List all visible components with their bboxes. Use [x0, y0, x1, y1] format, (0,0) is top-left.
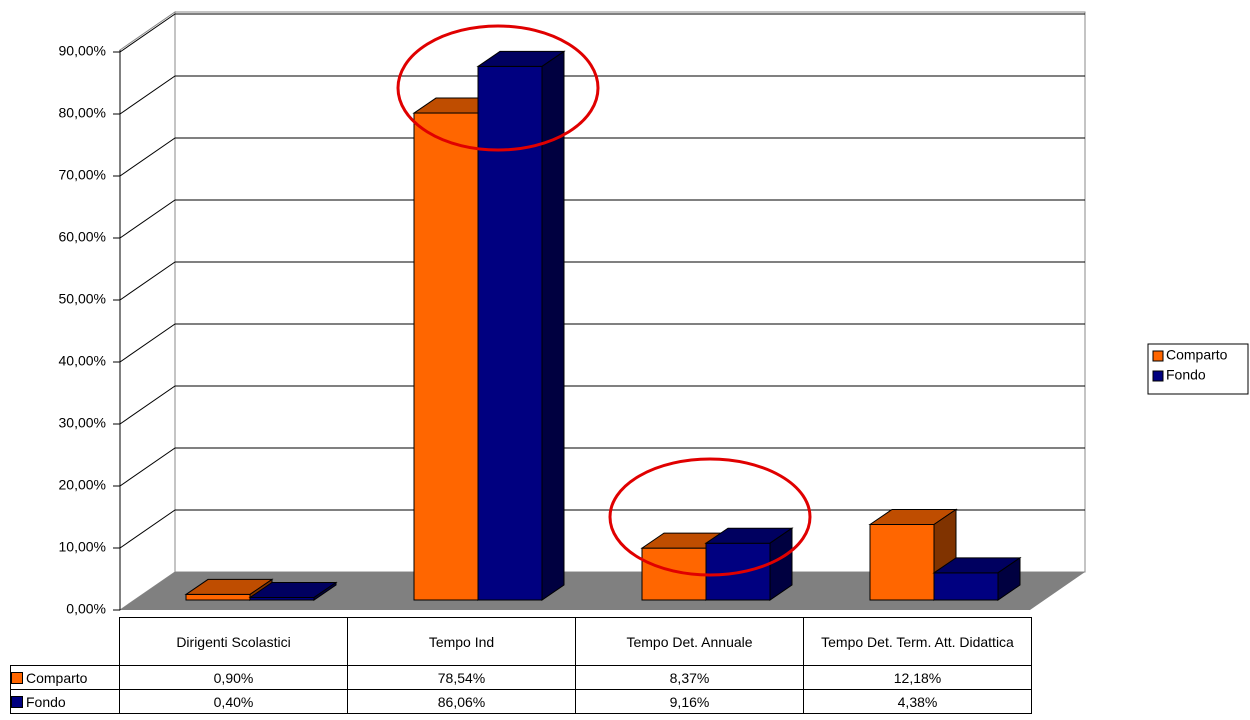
- y-tick-label: 0,00%: [66, 601, 106, 617]
- bar-side: [997, 556, 1021, 601]
- legend-label: Comparto: [26, 669, 88, 686]
- value-label: 86,06%: [347, 689, 576, 714]
- bar: [932, 556, 1022, 601]
- grid: [119, 13, 1085, 549]
- legend: Comparto Fondo: [1147, 343, 1249, 395]
- legend-swatch: [1152, 350, 1164, 362]
- grid-line: [119, 75, 1085, 115]
- data-table: Dirigenti Scolastici Tempo Ind Tempo Det. …: [10, 617, 1032, 714]
- bar-side: [541, 50, 565, 601]
- value-label: 78,54%: [347, 665, 576, 690]
- grid-line: [119, 199, 1085, 239]
- legend-swatch: [11, 695, 23, 708]
- bar-front: [185, 593, 251, 601]
- y-tick-label: 50,00%: [59, 291, 106, 307]
- bar-front: [413, 112, 479, 601]
- table-row-label: Comparto: [10, 665, 120, 690]
- value-label: 0,90%: [119, 665, 348, 690]
- y-tick-label: 40,00%: [59, 353, 106, 369]
- y-tick-label: 70,00%: [59, 167, 106, 183]
- table-row: Comparto 0,90% 78,54% 8,37% 12,18%: [10, 665, 1032, 690]
- x-tick-label: Tempo Ind: [347, 617, 576, 666]
- legend-label: Fondo: [26, 693, 66, 710]
- y-tick-label: 60,00%: [59, 229, 106, 245]
- grid-line: [119, 137, 1085, 177]
- legend-label: Comparto: [1166, 347, 1228, 363]
- legend-swatch: [1152, 370, 1164, 382]
- floor: [120, 572, 1085, 610]
- grid-line: [119, 385, 1085, 425]
- bar-front: [933, 572, 999, 601]
- bar-front: [869, 523, 935, 601]
- x-tick-label: Tempo Det. Annuale: [575, 617, 804, 666]
- value-label: 8,37%: [575, 665, 804, 690]
- table-row: Fondo 0,40% 86,06% 9,16% 4,38%: [10, 689, 1032, 714]
- x-tick-label: Tempo Det. Term. Att. Didattica: [803, 617, 1032, 666]
- table-row-label: Fondo: [10, 689, 120, 714]
- grid-line: [119, 13, 1085, 53]
- legend-swatch: [11, 671, 23, 684]
- table-header-row: Dirigenti Scolastici Tempo Ind Tempo Det. …: [11, 617, 1032, 666]
- bar: [476, 50, 566, 601]
- legend-label: Fondo: [1166, 367, 1206, 383]
- bars: [184, 50, 1022, 601]
- grid-line: [119, 447, 1085, 487]
- x-tick-label: Dirigenti Scolastici: [119, 617, 348, 666]
- bar-side: [769, 527, 793, 601]
- value-label: 4,38%: [803, 689, 1032, 714]
- y-tick-label: 20,00%: [59, 477, 106, 493]
- bar-side: [313, 581, 337, 601]
- highlight-circle: [396, 24, 600, 152]
- highlight-circle: [608, 457, 812, 577]
- legend-box: [1147, 343, 1249, 395]
- grid-line: [119, 509, 1085, 549]
- value-label: 9,16%: [575, 689, 804, 714]
- bar: [704, 527, 794, 601]
- grid-line: [119, 323, 1085, 363]
- bar-front: [477, 65, 543, 601]
- value-label: 0,40%: [119, 689, 348, 714]
- y-tick-label: 80,00%: [59, 105, 106, 121]
- y-tick-label: 10,00%: [59, 539, 106, 555]
- back-wall: [174, 11, 1086, 573]
- value-label: 12,18%: [803, 665, 1032, 690]
- table-corner: [11, 618, 120, 666]
- y-tick-label: 30,00%: [59, 415, 106, 431]
- side-wall: [119, 11, 176, 611]
- y-tick-label: 90,00%: [59, 43, 106, 59]
- bar: [248, 581, 338, 601]
- grid-line: [119, 261, 1085, 301]
